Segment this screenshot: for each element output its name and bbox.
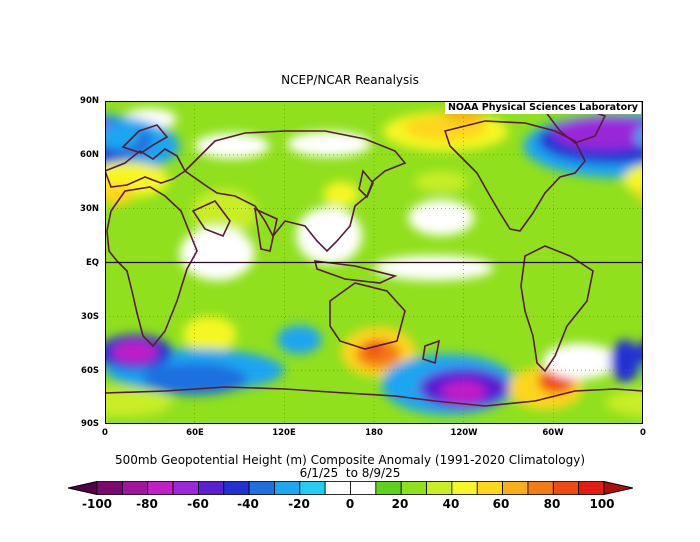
- coastlines: [105, 105, 643, 424]
- anomaly-region: [610, 339, 641, 383]
- credit-label: NOAA Physical Sciences Laboratory: [444, 102, 641, 114]
- anomaly-region: [403, 115, 488, 141]
- landmass-south-america: [520, 245, 594, 373]
- caption-variable: 500mb Geopotential Height (m) Composite …: [114, 453, 585, 467]
- anomaly-region: [605, 388, 643, 417]
- colorbar-swatch: [299, 481, 326, 495]
- anomaly-region: [542, 343, 618, 380]
- lon-label: 60E: [186, 428, 204, 438]
- landmass-japan: [358, 169, 374, 199]
- anomaly-region: [112, 341, 158, 363]
- anomaly-region: [441, 380, 487, 403]
- colorbar-tick-label: 80: [543, 497, 561, 511]
- colorbar-under-arrow: [68, 481, 98, 495]
- colorbar-tick-label: 60: [492, 497, 510, 511]
- landmass-antarctica: [105, 386, 643, 424]
- anomaly-region: [323, 181, 360, 207]
- colorbar-swatch: [527, 481, 554, 495]
- colorbar-swatch: [476, 481, 504, 495]
- colorbar-swatch: [324, 481, 351, 495]
- lat-label: 90S: [81, 419, 99, 429]
- colorbar-swatch: [172, 481, 199, 495]
- colorbar-swatch: [375, 481, 402, 495]
- lat-lon-grid: [105, 101, 643, 424]
- anomaly-region: [635, 126, 643, 148]
- anomaly-region: [296, 206, 363, 265]
- colorbar-swatch: [197, 481, 225, 495]
- anomaly-map: [105, 101, 643, 424]
- lat-label: EQ: [85, 258, 99, 268]
- lon-label: 60W: [542, 428, 564, 438]
- colorbar-swatch: [223, 481, 250, 495]
- landmass-arabia-india: [191, 200, 278, 252]
- colorbar-tick-label: -40: [237, 497, 259, 511]
- landmass-africa: [106, 186, 198, 348]
- anomaly-region: [414, 170, 469, 193]
- landmass-new-zealand: [422, 339, 441, 365]
- colorbar-tick-label: -100: [81, 497, 113, 511]
- caption-dates: 6/1/25 to 8/9/25: [299, 466, 401, 480]
- landmass-australia: [329, 282, 406, 350]
- lon-label: 120E: [272, 428, 296, 438]
- colorbar-swatch: [350, 481, 377, 495]
- colorbar-tick-label: -60: [187, 497, 209, 511]
- colorbar-swatch: [578, 481, 605, 495]
- anomaly-region: [182, 316, 237, 353]
- colorbar-swatch: [552, 481, 580, 495]
- landmass-north-america: [443, 120, 586, 232]
- landmass-asia: [183, 130, 407, 253]
- anomaly-region: [194, 133, 270, 159]
- colorbar-tick-label: 100: [589, 497, 615, 511]
- colorbar-over-arrow: [603, 481, 633, 495]
- colorbar-swatch: [147, 481, 174, 495]
- anomaly-region: [276, 325, 322, 355]
- colorbar-swatch: [426, 481, 453, 495]
- anomaly-region: [105, 388, 173, 417]
- anomaly-region: [191, 188, 258, 236]
- colorbar-tick-label: 40: [442, 497, 460, 511]
- anomaly-region: [179, 226, 255, 281]
- colorbar-tick-label: -20: [288, 497, 310, 511]
- anomaly-region: [105, 122, 143, 152]
- plot-title: NCEP/NCAR Reanalysis: [281, 73, 419, 87]
- colorbar: [68, 481, 633, 495]
- lat-label: 60N: [80, 150, 99, 160]
- anomaly-region: [105, 183, 135, 206]
- anomaly-region: [408, 199, 475, 236]
- colorbar-swatch: [248, 481, 275, 495]
- colorbar-swatch: [451, 481, 478, 495]
- map-panel: NOAA Physical Sciences Laboratory: [105, 101, 643, 424]
- lon-label: 0: [102, 428, 108, 438]
- lon-label: 0: [640, 428, 646, 438]
- colorbar-tick-label: 20: [391, 497, 409, 511]
- anomaly-fields: [105, 108, 643, 417]
- landmass-indonesia: [313, 260, 398, 284]
- lat-label: 60S: [81, 366, 99, 376]
- lon-label: 180: [365, 428, 383, 438]
- colorbar-swatch: [502, 481, 529, 495]
- colorbar-tick-label: -80: [136, 497, 158, 511]
- colorbar-swatch: [121, 481, 149, 495]
- anomaly-region: [623, 164, 643, 196]
- colorbar-swatch: [274, 481, 301, 495]
- landmass-scandinavia: [121, 124, 169, 154]
- colorbar-swatch: [96, 481, 123, 495]
- colorbar-tick-label: 0: [345, 497, 355, 511]
- lat-label: 90N: [80, 96, 99, 106]
- colorbar-swatch: [400, 481, 427, 495]
- anomaly-region: [637, 186, 643, 203]
- lat-label: 30N: [80, 204, 99, 214]
- anomaly-region: [287, 131, 372, 157]
- lon-label: 120W: [450, 428, 478, 438]
- lat-label: 30S: [81, 312, 99, 322]
